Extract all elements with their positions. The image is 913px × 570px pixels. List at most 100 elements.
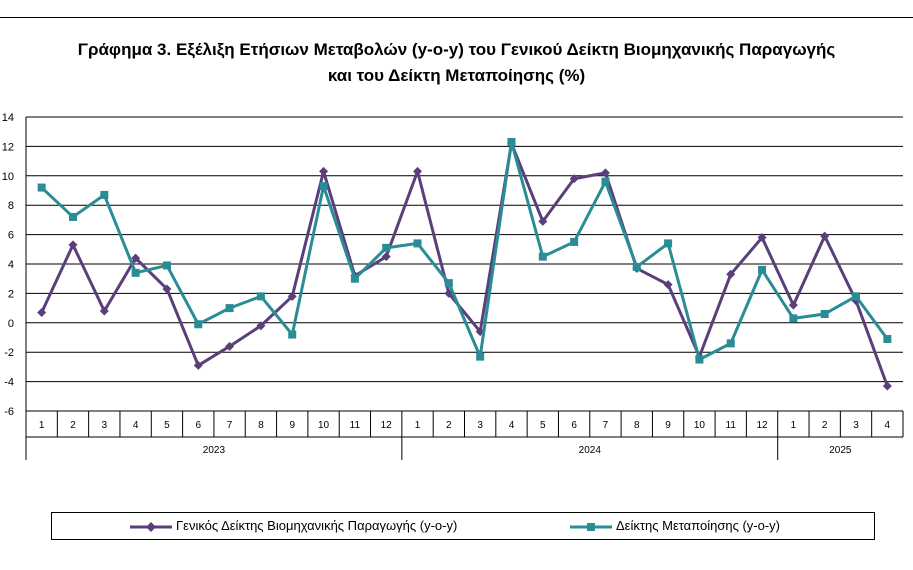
y-tick-label: 8 bbox=[8, 200, 14, 212]
data-point-general-index bbox=[413, 166, 423, 176]
data-point-manufacturing-index bbox=[726, 339, 735, 348]
top-rule bbox=[0, 17, 913, 18]
data-point-general-index bbox=[820, 231, 830, 241]
data-point-manufacturing-index bbox=[37, 183, 46, 192]
x-tick-label: 8 bbox=[258, 420, 264, 431]
x-tick-label: 11 bbox=[726, 420, 737, 431]
data-point-manufacturing-index bbox=[507, 137, 516, 146]
data-point-general-index bbox=[319, 166, 329, 176]
x-tick-label: 7 bbox=[603, 420, 609, 431]
data-point-manufacturing-index bbox=[194, 320, 203, 329]
data-point-manufacturing-index bbox=[162, 261, 171, 270]
x-tick-label: 1 bbox=[415, 420, 421, 431]
x-tick-label: 4 bbox=[133, 420, 139, 431]
legend-item-manufacturing-index: Δείκτης Μεταποίησης (y-o-y) bbox=[570, 518, 780, 533]
x-tick-label: 2 bbox=[822, 420, 828, 431]
x-tick-label: 3 bbox=[853, 420, 859, 431]
year-label: 2023 bbox=[203, 445, 226, 456]
x-tick-label: 3 bbox=[477, 420, 483, 431]
data-point-general-index bbox=[287, 291, 297, 301]
year-label: 2025 bbox=[829, 445, 852, 456]
data-point-manufacturing-index bbox=[382, 243, 391, 252]
y-tick-label: 4 bbox=[8, 259, 14, 271]
year-label: 2024 bbox=[579, 445, 602, 456]
data-point-manufacturing-index bbox=[319, 182, 328, 191]
data-point-manufacturing-index bbox=[632, 262, 641, 271]
x-tick-label: 5 bbox=[164, 420, 170, 431]
data-point-general-index bbox=[726, 269, 736, 279]
data-point-manufacturing-index bbox=[476, 352, 485, 361]
data-point-manufacturing-index bbox=[538, 252, 547, 261]
data-point-manufacturing-index bbox=[256, 292, 265, 301]
data-point-general-index bbox=[37, 308, 47, 318]
x-tick-label: 9 bbox=[289, 420, 295, 431]
data-point-manufacturing-index bbox=[413, 239, 422, 248]
y-tick-label: -2 bbox=[4, 347, 14, 359]
x-tick-label: 4 bbox=[885, 420, 891, 431]
data-point-general-index bbox=[882, 381, 892, 391]
x-tick-label: 1 bbox=[39, 420, 45, 431]
data-point-general-index bbox=[381, 252, 391, 262]
data-point-manufacturing-index bbox=[695, 355, 704, 364]
data-point-manufacturing-index bbox=[68, 212, 77, 221]
data-point-manufacturing-index bbox=[789, 314, 798, 323]
data-point-manufacturing-index bbox=[820, 309, 829, 318]
data-point-manufacturing-index bbox=[288, 330, 297, 339]
y-tick-label: 14 bbox=[2, 112, 14, 124]
legend-line-square-icon bbox=[570, 522, 612, 531]
x-tick-label: 4 bbox=[509, 420, 515, 431]
data-point-manufacturing-index bbox=[350, 274, 359, 283]
series-line-general-index bbox=[40, 141, 889, 387]
y-tick-label: -4 bbox=[4, 377, 14, 389]
x-tick-label: 2 bbox=[70, 420, 76, 431]
data-point-general-index bbox=[600, 168, 610, 178]
data-point-manufacturing-index bbox=[570, 237, 579, 246]
y-tick-label: -6 bbox=[4, 406, 14, 418]
data-point-general-index bbox=[757, 233, 767, 243]
data-point-general-index bbox=[256, 321, 266, 331]
data-point-manufacturing-index bbox=[444, 279, 453, 288]
y-tick-label: 0 bbox=[8, 318, 14, 330]
legend-item-general-index: Γενικός Δείκτης Βιομηχανικής Παραγωγής (… bbox=[130, 518, 457, 533]
legend-label-manufacturing-index: Δείκτης Μεταποίησης (y-o-y) bbox=[616, 518, 781, 533]
y-tick-label: 10 bbox=[2, 171, 14, 183]
x-tick-label: 10 bbox=[694, 420, 706, 431]
data-point-general-index bbox=[569, 174, 579, 184]
data-point-general-index bbox=[99, 306, 109, 316]
legend-label-general-index: Γενικός Δείκτης Βιομηχανικής Παραγωγής (… bbox=[176, 518, 458, 533]
data-point-manufacturing-index bbox=[758, 265, 767, 274]
data-point-manufacturing-index bbox=[601, 177, 610, 186]
data-point-manufacturing-index bbox=[100, 190, 109, 199]
x-tick-label: 10 bbox=[318, 420, 330, 431]
x-tick-label: 11 bbox=[350, 420, 361, 431]
x-tick-label: 3 bbox=[102, 420, 108, 431]
x-tick-label: 1 bbox=[791, 420, 797, 431]
x-tick-label: 8 bbox=[634, 420, 640, 431]
y-tick-label: 6 bbox=[8, 230, 14, 242]
data-point-general-index bbox=[538, 216, 548, 226]
data-point-manufacturing-index bbox=[852, 292, 861, 301]
legend: Γενικός Δείκτης Βιομηχανικής Παραγωγής (… bbox=[51, 512, 875, 540]
chart-title-line2: και του Δείκτη Μεταποίησης (%) bbox=[327, 66, 586, 85]
data-point-general-index bbox=[788, 300, 798, 310]
data-point-manufacturing-index bbox=[225, 304, 234, 313]
data-point-general-index bbox=[193, 360, 203, 370]
y-tick-label: 2 bbox=[8, 288, 14, 300]
y-tick-label: 12 bbox=[2, 141, 14, 153]
data-point-manufacturing-index bbox=[883, 334, 892, 343]
data-point-general-index bbox=[131, 253, 141, 263]
data-point-general-index bbox=[663, 280, 673, 290]
x-tick-label: 5 bbox=[540, 420, 546, 431]
x-tick-label: 2 bbox=[446, 420, 452, 431]
legend-line-diamond-icon bbox=[130, 521, 172, 532]
x-tick-label: 12 bbox=[756, 420, 768, 431]
data-point-general-index bbox=[225, 341, 235, 351]
series-line-manufacturing-index bbox=[40, 140, 889, 362]
x-tick-label: 12 bbox=[381, 420, 393, 431]
x-tick-label: 6 bbox=[571, 420, 577, 431]
x-tick-label: 9 bbox=[665, 420, 671, 431]
data-point-manufacturing-index bbox=[664, 239, 673, 248]
data-point-general-index bbox=[162, 284, 172, 294]
x-tick-label: 7 bbox=[227, 420, 233, 431]
